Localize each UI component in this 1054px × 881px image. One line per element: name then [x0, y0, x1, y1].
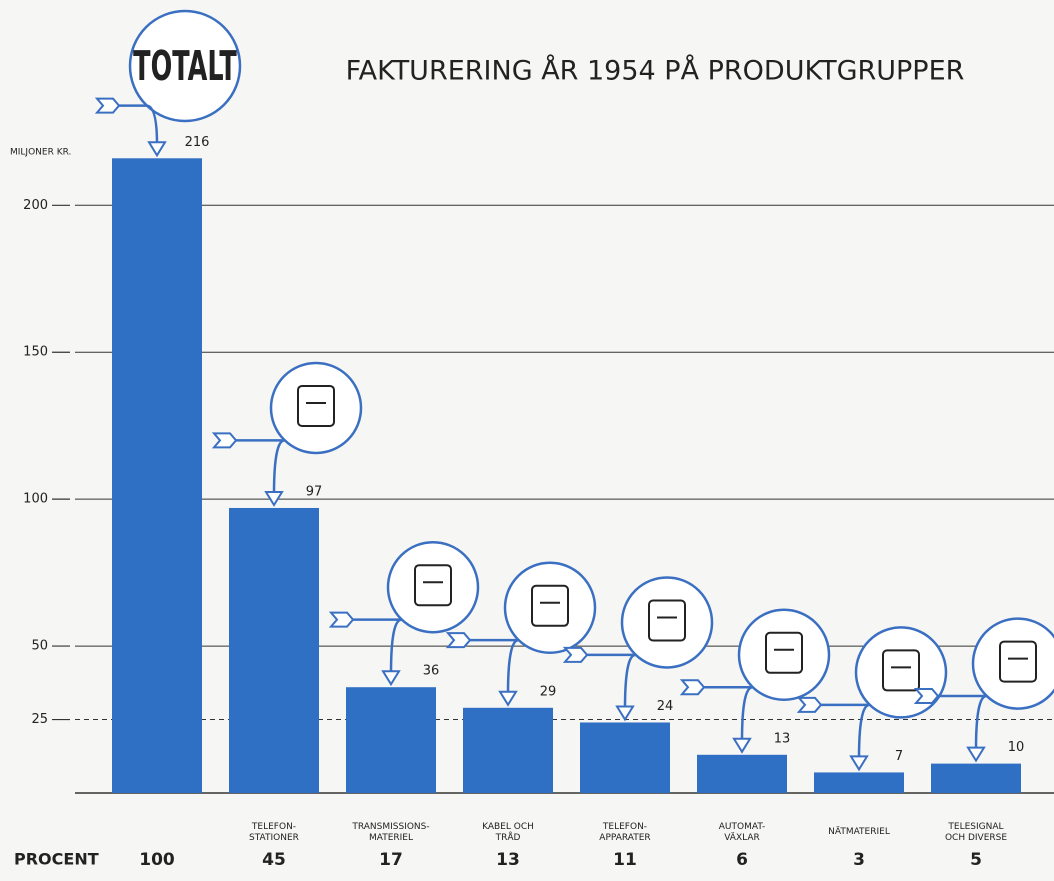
arrow-tail [682, 680, 704, 694]
percent-value: 13 [496, 850, 520, 870]
callout-arrow [814, 705, 870, 759]
bar [697, 755, 787, 793]
arrow-tail [565, 648, 587, 662]
arrow-tail [799, 698, 821, 712]
arrow-head [851, 756, 867, 769]
callout-arrow [697, 687, 753, 741]
percent-label: PROCENT [14, 850, 99, 869]
value-label: 13 [774, 731, 791, 746]
arrow-tail [214, 433, 236, 447]
percent-value: 100 [139, 850, 175, 870]
bar [346, 687, 436, 793]
chart: FAKTURERING ÅR 1954 PÅ PRODUKTGRUPPER MI… [0, 0, 1054, 877]
y-axis-label: MILJONER KR. [10, 148, 71, 158]
percent-value: 11 [613, 850, 637, 870]
arrow-head [500, 692, 516, 705]
x-tick-label: TELEFON-APPARATER [599, 822, 650, 843]
y-tick-label: 150 [23, 345, 48, 360]
bar [463, 708, 553, 793]
percent-value: 45 [262, 850, 286, 870]
y-tick-label: 25 [31, 712, 48, 727]
arrow-tail [448, 633, 470, 647]
bar [229, 508, 319, 793]
x-tick-label: TELEFON-STATIONER [249, 822, 299, 843]
callout-text: TOTALT [133, 43, 237, 91]
x-tick-label: NÄTMATERIEL [828, 826, 890, 837]
arrow-head [734, 739, 750, 752]
arrow-head [266, 492, 282, 505]
bar [580, 722, 670, 793]
bar [931, 764, 1021, 793]
y-tick-label: 50 [31, 639, 48, 654]
value-label: 24 [657, 699, 674, 714]
arrow-tail [331, 613, 353, 627]
percent-value: 5 [970, 850, 982, 870]
arrow-head [968, 748, 984, 761]
value-label: 29 [540, 684, 557, 699]
y-tick-label: 100 [23, 492, 48, 507]
callout-arrow [112, 106, 157, 145]
callout-arrow [580, 655, 636, 709]
arrow-head [149, 142, 165, 155]
callout-arrow [463, 640, 519, 694]
value-label: 36 [423, 664, 440, 679]
percent-value: 17 [379, 850, 403, 870]
x-tick-label: AUTOMAT-VÄXLAR [719, 822, 765, 843]
value-label: 7 [895, 749, 903, 764]
chart-title: FAKTURERING ÅR 1954 PÅ PRODUKTGRUPPER [346, 55, 965, 87]
arrow-tail [97, 99, 119, 113]
arrow-head [383, 671, 399, 684]
x-tick-label: TRANSMISSIONS-MATERIEL [351, 822, 429, 843]
callout-arrow [229, 440, 285, 494]
bar [112, 158, 202, 793]
value-label: 10 [1008, 740, 1025, 755]
percent-value: 6 [736, 850, 748, 870]
y-tick-label: 200 [23, 198, 48, 213]
bar [814, 772, 904, 793]
percent-value: 3 [853, 850, 865, 870]
value-label: 216 [185, 135, 210, 150]
arrow-head [617, 706, 633, 719]
value-label: 97 [306, 484, 323, 499]
callout-arrow [931, 696, 987, 750]
